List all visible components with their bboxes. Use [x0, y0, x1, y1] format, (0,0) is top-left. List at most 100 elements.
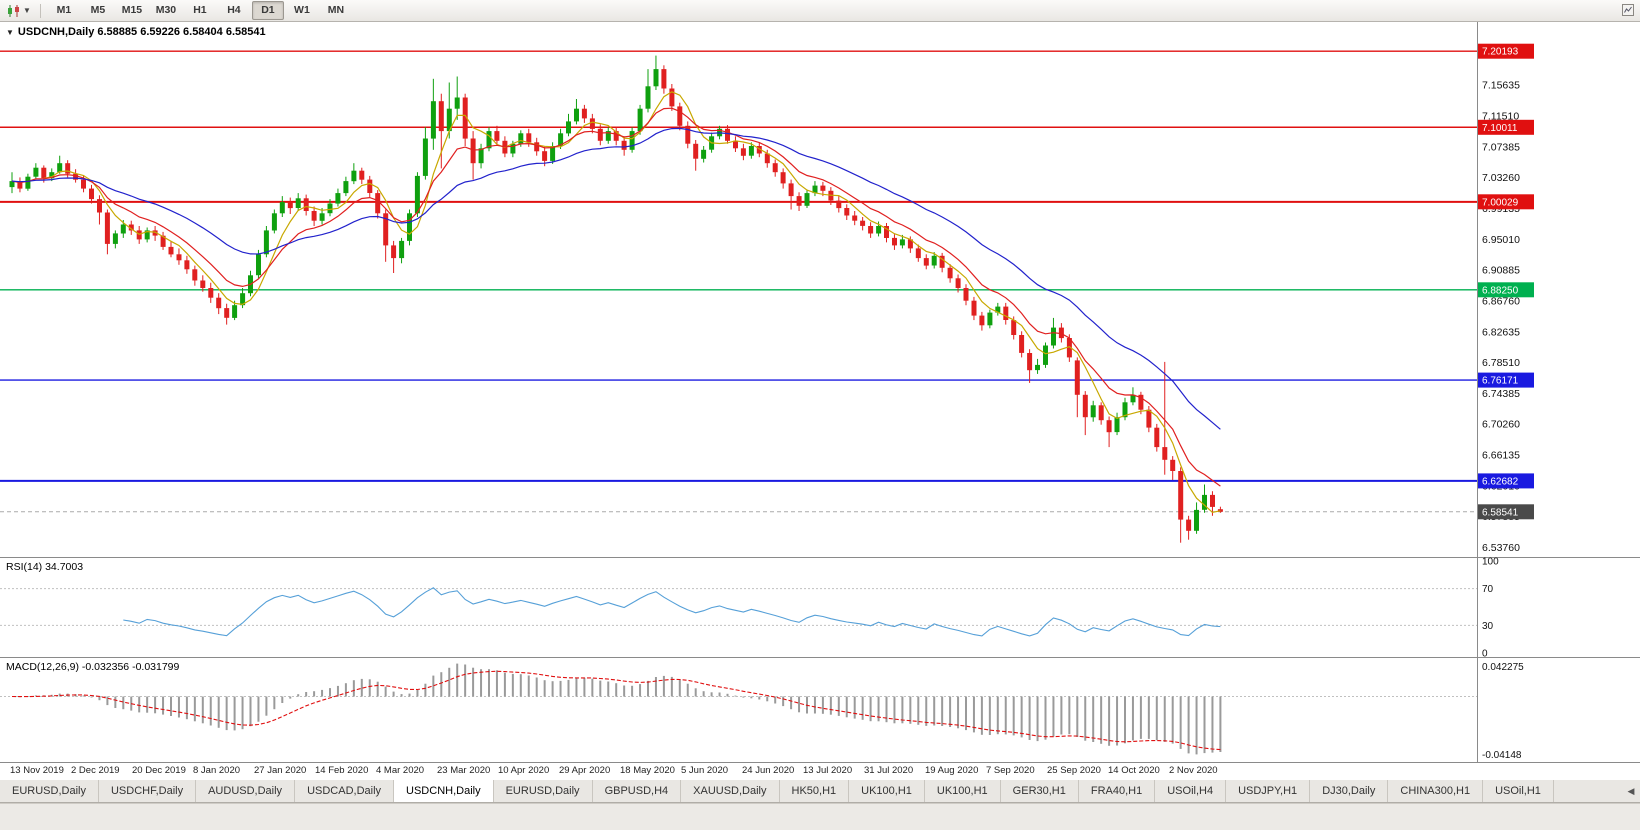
top-toolbar: ▼ M1 M5 M15 M30 H1 H4 D1 W1 MN	[0, 0, 1640, 22]
price-tag-label: 6.76171	[1482, 376, 1519, 387]
tab-usdcad-daily-3[interactable]: USDCAD,Daily	[295, 780, 395, 802]
date-label: 13 Jul 2020	[803, 765, 853, 776]
moving-average-line	[43, 91, 1221, 514]
date-label: 5 Jun 2020	[681, 765, 729, 776]
status-bar	[0, 803, 1640, 830]
timeframe-toolbar: M1 M5 M15 M30 H1 H4 D1 W1 MN	[47, 0, 353, 21]
moving-average-line	[11, 127, 1221, 430]
timeframe-m1-button[interactable]: M1	[56, 4, 72, 16]
symbol-dropdown-icon[interactable]: ▼	[6, 27, 14, 37]
price-axis-label: 6.95010	[1482, 234, 1520, 246]
tab-hk50-h1-8[interactable]: HK50,H1	[779, 780, 850, 802]
tab-usoil-h4-13[interactable]: USOil,H4	[1155, 780, 1227, 802]
chart-type-dropdown-icon[interactable]: ▼	[23, 6, 31, 15]
price-axis-label: 7.11510	[1482, 111, 1519, 123]
date-label: 27 Jan 2020	[254, 765, 307, 776]
timeframe-mn-button[interactable]: MN	[327, 4, 345, 16]
timeframe-w1-button[interactable]: W1	[294, 4, 310, 16]
price-axis-label: 6.74385	[1482, 388, 1520, 400]
price-axis-label: 6.90885	[1482, 265, 1520, 277]
price-axis-label: 7.03260	[1482, 172, 1520, 184]
price-tag-label: 7.00029	[1482, 197, 1519, 208]
date-label: 29 Apr 2020	[559, 765, 611, 776]
tab-gbpusd-h4-6[interactable]: GBPUSD,H4	[592, 780, 682, 802]
price-tag	[1478, 119, 1534, 135]
timeframe-m5-button[interactable]: M5	[90, 4, 106, 16]
chart-title-text: USDCNH,Daily 6.58885 6.59226 6.58404 6.5…	[17, 26, 266, 38]
chart-tab-bar: EURUSD,Daily USDCHF,Daily AUDUSD,Daily USDC…	[0, 780, 1640, 803]
date-label: 19 Aug 2020	[925, 765, 979, 776]
price-tag	[1478, 194, 1534, 210]
timeframe-h4-button[interactable]: H4	[227, 4, 241, 16]
price-tag-label: 7.20193	[1482, 47, 1519, 58]
price-axis-label: 6.78510	[1482, 357, 1520, 369]
candlestick-chart-type-icon[interactable]	[4, 3, 22, 19]
date-label: 8 Jan 2020	[193, 765, 241, 776]
date-axis[interactable]: 13 Nov 2019 2 Dec 2019 20 Dec 2019 8 Jan 20…	[0, 763, 1640, 780]
moving-average-line	[11, 107, 1221, 487]
timeframe-h1-button[interactable]: H1	[193, 4, 207, 16]
rsi-axis-label: 100	[1482, 557, 1499, 568]
tab-china300-h1-16[interactable]: CHINA300,H1	[1388, 780, 1484, 802]
price-tag	[1478, 43, 1534, 59]
tab-usoil-h1-17[interactable]: USOil,H1	[1483, 780, 1554, 802]
date-label: 14 Oct 2020	[1108, 765, 1160, 776]
tab-uk100-h1-10[interactable]: UK100,H1	[924, 780, 1001, 802]
date-label: 18 May 2020	[620, 765, 675, 776]
chart-area[interactable]: 7.156357.115107.073857.032606.991356.950…	[0, 22, 1640, 763]
price-tag	[1478, 473, 1534, 489]
tab-eurusd-daily-0[interactable]: EURUSD,Daily	[0, 780, 99, 802]
price-axis-label: 6.82635	[1482, 326, 1520, 338]
price-tag	[1478, 504, 1534, 520]
tab-audusd-daily-2[interactable]: AUDUSD,Daily	[196, 780, 296, 802]
date-label: 31 Jul 2020	[864, 765, 914, 776]
toolbar-right-icon[interactable]	[1622, 4, 1634, 16]
date-label: 2 Nov 2020	[1169, 765, 1218, 776]
tab-usdcnh-daily-4[interactable]: USDCNH,Daily	[394, 780, 494, 802]
date-label: 7 Sep 2020	[986, 765, 1035, 776]
tab-fra40-h1-12[interactable]: FRA40,H1	[1078, 780, 1156, 802]
date-label: 23 Mar 2020	[437, 765, 491, 776]
date-label: 14 Feb 2020	[315, 765, 369, 776]
price-tag	[1478, 282, 1534, 298]
candlestick-series	[9, 55, 1223, 543]
rsi-axis-label: 0	[1482, 649, 1488, 660]
rsi-line	[123, 587, 1221, 637]
price-tag-label: 6.62682	[1482, 476, 1519, 487]
price-axis-label: 6.70260	[1482, 419, 1520, 431]
macd-indicator-label: MACD(12,26,9) -0.032356 -0.031799	[6, 661, 180, 673]
tab-eurusd-daily-5[interactable]: EURUSD,Daily	[493, 780, 593, 802]
toolbar-divider	[39, 3, 41, 18]
date-label: 2 Dec 2019	[71, 765, 120, 776]
timeframe-d1-button[interactable]: D1	[251, 1, 284, 20]
price-chart-svg: 7.156357.115107.073857.032606.991356.950…	[0, 22, 1640, 763]
date-label: 25 Sep 2020	[1047, 765, 1101, 776]
price-tag-label: 6.88250	[1482, 285, 1519, 296]
tab-usdjpy-h1-14[interactable]: USDJPY,H1	[1226, 780, 1311, 802]
tab-dj30-daily-15[interactable]: DJ30,Daily	[1310, 780, 1389, 802]
date-label: 10 Apr 2020	[498, 765, 550, 776]
tab-scroll-left-button[interactable]: ◀	[1627, 786, 1635, 796]
timeframe-m15-button[interactable]: M15	[121, 4, 143, 16]
tab-xauusd-daily-7[interactable]: XAUUSD,Daily	[681, 780, 780, 802]
price-axis-label: 7.15635	[1482, 80, 1520, 92]
price-tag	[1478, 372, 1534, 388]
timeframe-m30-button[interactable]: M30	[155, 4, 177, 16]
tab-ger30-h1-11[interactable]: GER30,H1	[1000, 780, 1079, 802]
rsi-axis-label: 70	[1482, 584, 1494, 595]
macd-axis-label-bottom: -0.04148	[1482, 750, 1522, 761]
tab-usdchf-daily-1[interactable]: USDCHF,Daily	[98, 780, 197, 802]
rsi-indicator-label: RSI(14) 34.7003	[6, 561, 84, 573]
date-label: 13 Nov 2019	[10, 765, 64, 776]
date-label: 4 Mar 2020	[376, 765, 425, 776]
tab-uk100-h1-9[interactable]: UK100,H1	[849, 780, 925, 802]
date-label: 24 Jun 2020	[742, 765, 795, 776]
price-axis-label: 7.07385	[1482, 141, 1520, 153]
price-tag-label: 7.10011	[1482, 123, 1518, 134]
macd-histogram	[18, 663, 1222, 755]
macd-axis-label-top: 0.042275	[1482, 662, 1524, 673]
rsi-axis-label: 30	[1482, 621, 1494, 632]
chart-title-overlay: ▼ USDCNH,Daily 6.58885 6.59226 6.58404 6…	[6, 26, 266, 38]
price-tag-label: 6.58541	[1482, 507, 1519, 518]
